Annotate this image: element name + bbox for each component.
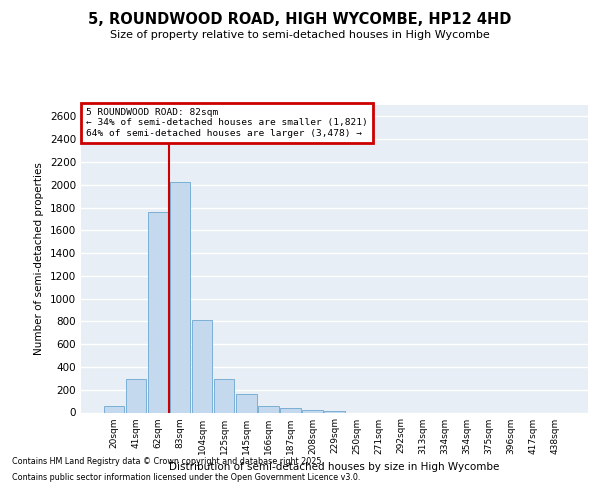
Bar xyxy=(236,394,257,412)
Bar xyxy=(170,182,190,412)
Y-axis label: Number of semi-detached properties: Number of semi-detached properties xyxy=(34,162,44,355)
Bar xyxy=(325,411,344,412)
Bar xyxy=(104,406,124,412)
Bar xyxy=(126,379,146,412)
Bar xyxy=(280,408,301,412)
Bar xyxy=(302,410,323,412)
X-axis label: Distribution of semi-detached houses by size in High Wycombe: Distribution of semi-detached houses by … xyxy=(169,462,500,472)
Bar xyxy=(258,406,278,412)
Text: Contains public sector information licensed under the Open Government Licence v3: Contains public sector information licen… xyxy=(12,472,361,482)
Text: 5, ROUNDWOOD ROAD, HIGH WYCOMBE, HP12 4HD: 5, ROUNDWOOD ROAD, HIGH WYCOMBE, HP12 4H… xyxy=(88,12,512,28)
Text: 5 ROUNDWOOD ROAD: 82sqm
← 34% of semi-detached houses are smaller (1,821)
64% of: 5 ROUNDWOOD ROAD: 82sqm ← 34% of semi-de… xyxy=(86,108,368,138)
Text: Size of property relative to semi-detached houses in High Wycombe: Size of property relative to semi-detach… xyxy=(110,30,490,40)
Bar xyxy=(192,320,212,412)
Bar xyxy=(214,379,235,412)
Text: Contains HM Land Registry data © Crown copyright and database right 2025.: Contains HM Land Registry data © Crown c… xyxy=(12,458,324,466)
Bar xyxy=(148,212,169,412)
